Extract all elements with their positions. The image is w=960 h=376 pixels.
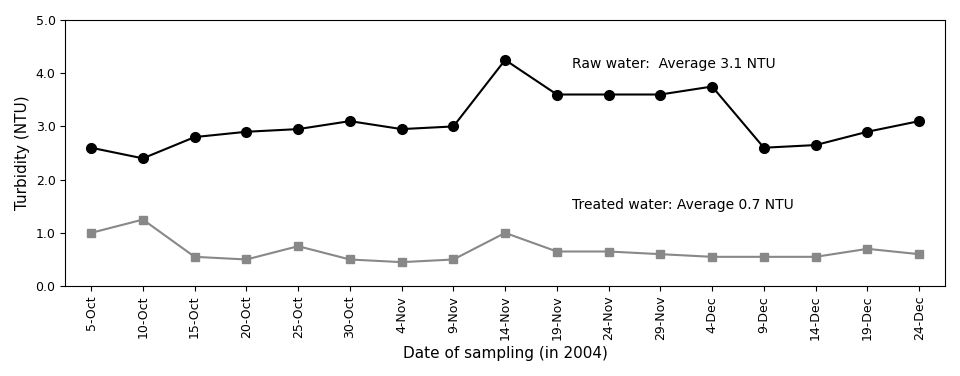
- X-axis label: Date of sampling (in 2004): Date of sampling (in 2004): [402, 346, 608, 361]
- Y-axis label: Turbidity (NTU): Turbidity (NTU): [15, 96, 30, 210]
- Text: Treated water: Average 0.7 NTU: Treated water: Average 0.7 NTU: [572, 198, 794, 212]
- Text: Raw water:  Average 3.1 NTU: Raw water: Average 3.1 NTU: [572, 57, 776, 71]
